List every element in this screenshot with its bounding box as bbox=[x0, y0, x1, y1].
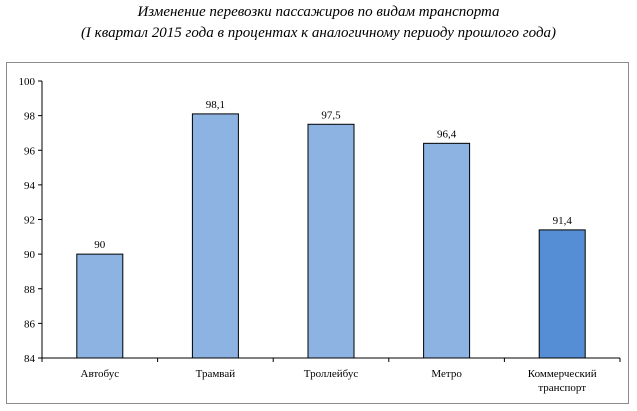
data-label: 97,5 bbox=[321, 109, 341, 121]
y-tick-label: 88 bbox=[24, 284, 36, 296]
data-label: 96,4 bbox=[437, 128, 457, 140]
x-tick-label: транспорт bbox=[538, 382, 586, 394]
x-tick-label: Метро bbox=[431, 368, 462, 380]
x-tick-label: Коммерческий bbox=[528, 368, 597, 380]
y-tick-label: 86 bbox=[24, 318, 36, 330]
bar bbox=[191, 113, 239, 359]
chart-subtitle: (I квартал 2015 года в процентах к анало… bbox=[80, 25, 557, 41]
bar bbox=[76, 253, 124, 359]
y-tick-label: 90 bbox=[24, 249, 36, 261]
data-label: 90 bbox=[94, 239, 106, 251]
chart-frame bbox=[6, 62, 629, 404]
labels: 84 86 88 90 92 94 96 98 100 90 Автобус 98,1 Трамвай 9… bbox=[19, 76, 597, 394]
bar bbox=[538, 229, 586, 359]
bar bbox=[423, 142, 471, 359]
bars bbox=[76, 113, 586, 359]
y-tick-label: 84 bbox=[24, 353, 36, 365]
y-tick-label: 92 bbox=[24, 215, 35, 227]
x-tick-label: Автобус bbox=[81, 368, 120, 380]
bar bbox=[307, 123, 355, 359]
x-tick-label: Троллейбус bbox=[304, 368, 359, 380]
chart-title: Изменение перевозки пассажиров по видам … bbox=[137, 4, 500, 20]
data-label: 91,4 bbox=[553, 215, 573, 227]
y-tick-label: 98 bbox=[24, 111, 36, 123]
y-tick-label: 96 bbox=[24, 145, 36, 157]
y-tick-label: 100 bbox=[19, 76, 36, 88]
y-tick-label: 94 bbox=[24, 180, 36, 192]
x-tick-label: Трамвай bbox=[196, 368, 236, 380]
data-label: 98,1 bbox=[206, 99, 225, 111]
